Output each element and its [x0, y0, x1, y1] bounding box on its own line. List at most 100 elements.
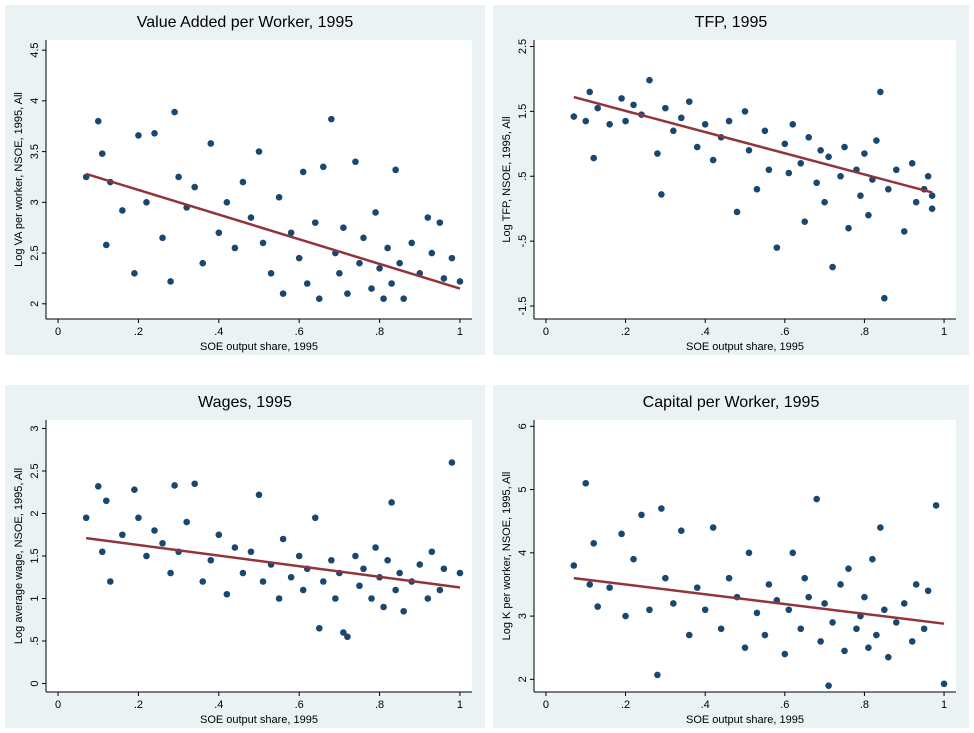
scatter-point: [98, 150, 106, 157]
scatter-point: [82, 514, 90, 522]
x-tick-label: 0: [55, 326, 61, 338]
scatter-point: [821, 600, 828, 607]
panel: TFP, 1995 0 .2 .4 .6 .8 1 -1.5 -.5 .5 1.5 2.5 SOE ou…: [493, 5, 969, 355]
scatter-point: [299, 586, 307, 594]
x-axis-title: SOE output share, 1995: [200, 714, 318, 726]
scatter-point: [892, 619, 900, 626]
scatter-point: [360, 234, 367, 242]
scatter-point: [765, 581, 773, 588]
y-tick-label: .5: [29, 636, 41, 645]
scatter-point: [873, 137, 880, 144]
scatter-point: [725, 574, 733, 582]
scatter-point: [239, 569, 247, 577]
scatter-point: [817, 638, 824, 645]
scatter-point: [171, 482, 178, 489]
scatter-point: [392, 166, 399, 174]
scatter-point: [932, 502, 940, 509]
scatter-point: [94, 483, 102, 490]
scatter-point: [865, 211, 872, 219]
fit-line: [85, 172, 461, 290]
scatter-point: [231, 544, 239, 551]
scatter-point: [924, 172, 932, 180]
x-tick-label: .6: [295, 326, 304, 338]
x-tick-label: 1: [457, 699, 463, 711]
scatter-point: [424, 214, 432, 221]
x-tick-label: 0: [543, 326, 549, 338]
scatter-point: [396, 569, 403, 577]
scatter-point: [590, 540, 598, 547]
scatter-point: [912, 198, 920, 206]
scatter-point: [428, 548, 436, 556]
scatter-point: [320, 578, 327, 585]
scatter-point: [881, 294, 888, 302]
y-tick-label: 1.5: [29, 548, 41, 563]
scatter-point: [570, 562, 578, 569]
x-tick-label: .4: [701, 699, 710, 711]
scatter-point: [881, 606, 888, 614]
scatter-point: [877, 88, 884, 96]
x-tick-label: .2: [621, 326, 630, 338]
x-axis-title: SOE output share, 1995: [686, 714, 804, 726]
x-tick-label: 1: [457, 326, 463, 338]
scatter-point: [817, 147, 824, 154]
scatter-point: [861, 593, 868, 601]
scatter-point: [368, 285, 375, 292]
scatter-point: [662, 574, 669, 582]
scatter-point: [175, 173, 182, 181]
scatter-point: [119, 207, 126, 214]
scatter-point: [753, 609, 761, 617]
scatter-point: [356, 259, 363, 267]
scatter-point: [825, 682, 832, 689]
scatter-point: [761, 127, 769, 135]
x-tick-label: 1: [941, 326, 947, 338]
scatter-point: [191, 480, 198, 488]
scatter-point: [741, 644, 749, 652]
x-axis-title: SOE output share, 1995: [686, 341, 804, 353]
y-tick-label: 0: [29, 680, 41, 686]
scatter-point: [102, 241, 110, 249]
scatter-point: [107, 578, 114, 585]
scatter-point: [670, 127, 677, 135]
x-tick-label: .6: [780, 326, 789, 338]
scatter-point: [630, 555, 637, 563]
scatter-point: [745, 549, 753, 557]
y-tick-label: 4.5: [29, 42, 41, 57]
scatter-point: [159, 234, 166, 242]
scatter-point: [594, 104, 601, 112]
scatter-point: [207, 556, 215, 564]
scatter-point: [670, 600, 677, 607]
scatter-point: [332, 595, 339, 602]
scatter-point: [279, 535, 287, 543]
scatter-point: [135, 514, 142, 522]
scatter-point: [912, 581, 920, 588]
scatter-point: [582, 117, 590, 125]
scatter-point: [320, 163, 327, 171]
scatter-point: [207, 140, 215, 147]
scatter-point: [372, 209, 379, 216]
scatter-point: [630, 101, 637, 109]
x-tick-label: .4: [214, 326, 223, 338]
scatter-point: [360, 565, 367, 573]
scatter-point: [829, 619, 836, 626]
scatter-point: [143, 552, 150, 560]
y-tick-label: 2.5: [29, 463, 41, 478]
scatter-point: [877, 524, 884, 531]
scatter-point: [295, 552, 303, 560]
chart-title: TFP, 1995: [695, 14, 768, 31]
y-axis-title: Log average wage, NSOE, 1995, All: [13, 468, 25, 644]
scatter-point: [709, 524, 717, 531]
scatter-point: [797, 159, 805, 167]
scatter-point: [299, 168, 307, 176]
scatter-point: [436, 586, 444, 594]
scatter-point: [865, 644, 872, 652]
scatter-point: [352, 158, 359, 166]
scatter-point: [857, 192, 864, 200]
scatter-point: [384, 244, 391, 252]
y-axis-title: Log TFP, NSOE, 1995, All: [501, 116, 513, 242]
fit-line: [573, 95, 933, 194]
x-tick-label: .6: [780, 699, 789, 711]
scatter-point: [279, 290, 287, 297]
scatter-point: [336, 270, 343, 277]
x-tick-label: .8: [860, 699, 869, 711]
scatter-point: [384, 556, 391, 564]
